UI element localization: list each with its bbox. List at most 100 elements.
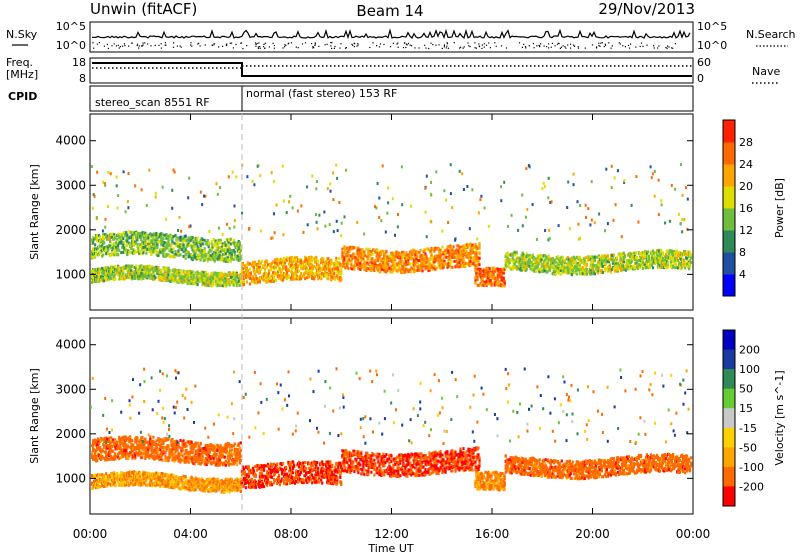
heatmap-cell — [126, 252, 129, 256]
noise-sky-line — [92, 28, 691, 40]
heatmap-cell — [392, 268, 395, 272]
heatmap-cell — [123, 274, 126, 278]
heatmap-cell — [537, 254, 540, 258]
heatmap-cell — [222, 243, 225, 247]
heatmap-cell — [179, 238, 182, 242]
heatmap-cell — [390, 267, 393, 271]
noise-search-point — [264, 47, 266, 49]
heatmap-cell — [449, 256, 452, 260]
heatmap-cell — [137, 246, 140, 250]
noise-search-point — [628, 47, 631, 49]
heatmap-cell — [239, 246, 242, 250]
heatmap-cell — [101, 266, 104, 270]
heatmap-cell — [356, 252, 359, 256]
heatmap-cell — [177, 268, 180, 272]
noise-search-point — [93, 47, 95, 49]
heatmap-cell — [460, 258, 463, 262]
heatmap-cell — [303, 265, 306, 269]
heatmap-cell — [443, 259, 446, 263]
heatmap-cell — [140, 188, 143, 192]
noise-search-point — [559, 47, 561, 49]
heatmap-cell — [559, 269, 562, 273]
heatmap-cell — [440, 253, 443, 257]
heatmap-cell — [167, 266, 170, 270]
heatmap-cell — [393, 251, 396, 255]
noise-search-point — [642, 45, 644, 47]
heatmap-cell — [563, 261, 566, 264]
heatmap-cell — [211, 280, 214, 284]
heatmap-cell — [603, 269, 606, 273]
heatmap-cell — [476, 278, 479, 282]
heatmap-cell — [117, 194, 120, 197]
heatmap-cell — [326, 271, 329, 275]
heatmap-cell — [451, 248, 454, 252]
heatmap-cell — [326, 264, 329, 268]
heatmap-cell — [170, 235, 173, 238]
heatmap-cell — [348, 250, 351, 253]
heatmap-cell — [103, 237, 106, 241]
heatmap-cell — [286, 277, 289, 281]
heatmap-cell — [220, 258, 223, 261]
heatmap-cell — [213, 243, 216, 247]
heatmap-cell — [131, 277, 134, 281]
heatmap-cell — [126, 233, 129, 237]
heatmap-cell — [526, 261, 529, 265]
heatmap-cell — [476, 256, 479, 260]
noise-left-label: N.Sky — [6, 28, 38, 41]
heatmap-cell — [237, 250, 240, 254]
heatmap-cell — [221, 278, 224, 282]
heatmap-cell — [612, 218, 615, 222]
heatmap-cell — [136, 245, 139, 249]
heatmap-cell — [145, 203, 148, 207]
heatmap-cell — [515, 267, 518, 271]
heatmap-cell — [462, 244, 465, 248]
heatmap-cell — [98, 275, 101, 279]
heatmap-cell — [196, 247, 199, 251]
heatmap-cell — [125, 231, 128, 235]
heatmap-cell — [600, 254, 603, 258]
heatmap-cell — [347, 261, 350, 265]
heatmap-cell — [638, 265, 642, 269]
heatmap-cell — [680, 255, 683, 259]
heatmap-cell — [274, 264, 278, 267]
heatmap-cell — [246, 269, 249, 273]
heatmap-cell — [263, 263, 267, 267]
freq-panel-frame — [89, 57, 694, 84]
heatmap-cell — [625, 258, 628, 262]
noise-search-point — [379, 43, 382, 45]
heatmap-cell — [245, 264, 248, 267]
heatmap-cell — [315, 213, 317, 216]
noise-search-point — [160, 43, 162, 45]
heatmap-cell — [300, 259, 303, 263]
heatmap-cell — [210, 242, 213, 245]
noise-search-point — [627, 44, 630, 46]
heatmap-cell — [614, 262, 617, 266]
heatmap-cell — [351, 267, 354, 271]
noise-search-point — [254, 42, 257, 44]
heatmap-cell — [144, 245, 147, 249]
heatmap-cell — [119, 273, 122, 276]
heatmap-cell — [638, 255, 642, 259]
heatmap-cell — [271, 260, 275, 264]
noise-search-point — [605, 44, 607, 46]
heatmap-cell — [340, 221, 343, 225]
heatmap-cell — [323, 210, 326, 214]
heatmap-cell — [121, 232, 124, 236]
noise-search-point — [199, 45, 201, 47]
heatmap-cell — [131, 233, 134, 237]
heatmap-cell — [120, 266, 123, 270]
heatmap-cell — [207, 241, 210, 245]
heatmap-cell — [113, 233, 116, 237]
heatmap-cell — [135, 250, 138, 254]
heatmap-cell — [174, 233, 177, 237]
heatmap-cell — [139, 274, 142, 278]
heatmap-cell — [149, 247, 152, 251]
heatmap-cell — [449, 252, 452, 256]
heatmap-cell — [628, 266, 632, 270]
heatmap-cell — [439, 248, 442, 252]
heatmap-cell — [244, 275, 247, 279]
heatmap-cell — [619, 252, 622, 256]
heatmap-cell — [317, 269, 320, 273]
heatmap-cell — [680, 262, 683, 266]
heatmap-cell — [464, 264, 467, 268]
